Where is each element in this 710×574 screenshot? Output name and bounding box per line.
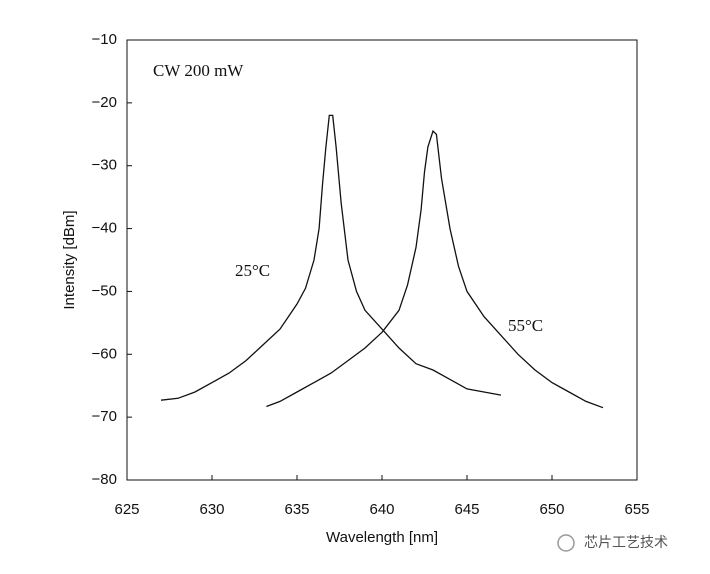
annotation: 55°C bbox=[508, 316, 543, 335]
x-tick-label: 635 bbox=[284, 501, 309, 518]
x-tick-label: 625 bbox=[114, 501, 139, 518]
annotation: 25°C bbox=[235, 261, 270, 280]
x-tick-label: 650 bbox=[539, 501, 564, 518]
x-tick-label: 640 bbox=[369, 501, 394, 518]
y-tick-label: −50 bbox=[92, 282, 117, 299]
series-line bbox=[160, 114, 502, 401]
annotation: CW 200 mW bbox=[153, 61, 244, 80]
y-tick-label: −60 bbox=[92, 345, 117, 362]
watermark: 芯片工艺技术 bbox=[584, 535, 668, 551]
y-tick-label: −80 bbox=[92, 471, 117, 488]
y-tick-label: −30 bbox=[92, 157, 117, 174]
x-tick-label: 645 bbox=[454, 501, 479, 518]
watermark-icon bbox=[557, 534, 575, 552]
series-line bbox=[266, 129, 604, 409]
y-tick-label: −10 bbox=[92, 31, 117, 48]
x-axis-label: Wavelength [nm] bbox=[326, 529, 438, 546]
plot-frame bbox=[126, 39, 638, 481]
y-tick-label: −20 bbox=[92, 94, 117, 111]
y-tick-label: −40 bbox=[92, 220, 117, 237]
x-tick-label: 655 bbox=[624, 501, 649, 518]
y-axis-label: Intensity [dBm] bbox=[61, 210, 78, 309]
x-tick-label: 630 bbox=[199, 501, 224, 518]
y-tick-label: −70 bbox=[92, 408, 117, 425]
